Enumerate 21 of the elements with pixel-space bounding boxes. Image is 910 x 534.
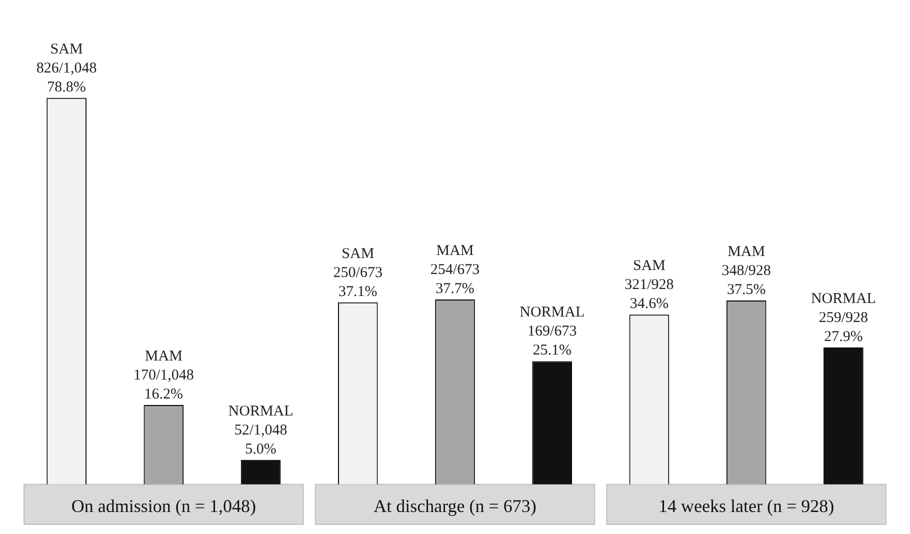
text: MAM <box>144 348 182 364</box>
text: MAM <box>728 244 766 260</box>
text: NORMAL <box>520 304 585 321</box>
text: SAM <box>632 258 666 274</box>
data-label: 169/673 25.1% <box>528 324 577 359</box>
data-label: 250/673 37.1% <box>333 264 382 300</box>
x-tick-label: At discharge (n = 673) <box>374 496 536 516</box>
data-label: 52/1,048 5.0% <box>234 422 288 458</box>
text: NORMAL <box>228 403 294 420</box>
data-label: 254/673 37.7% <box>430 262 480 297</box>
x-tick-label: On admission (n = 1,048) <box>71 496 256 516</box>
text: MAM <box>436 242 474 259</box>
data-label: 321/928 34.6% <box>624 277 674 312</box>
text: SAM <box>50 41 83 58</box>
text: SAM <box>342 246 374 262</box>
data-label: 259/928 27.9% <box>818 310 868 345</box>
data-label: 348/928 37.5% <box>722 262 771 298</box>
data-label: 170/1,048 16.2% <box>133 367 194 402</box>
data-label: 826/1,048 78.8% <box>36 60 97 96</box>
text: NORMAL <box>810 290 876 307</box>
x-tick-label: 14 weeks later (n = 928) <box>658 496 834 516</box>
